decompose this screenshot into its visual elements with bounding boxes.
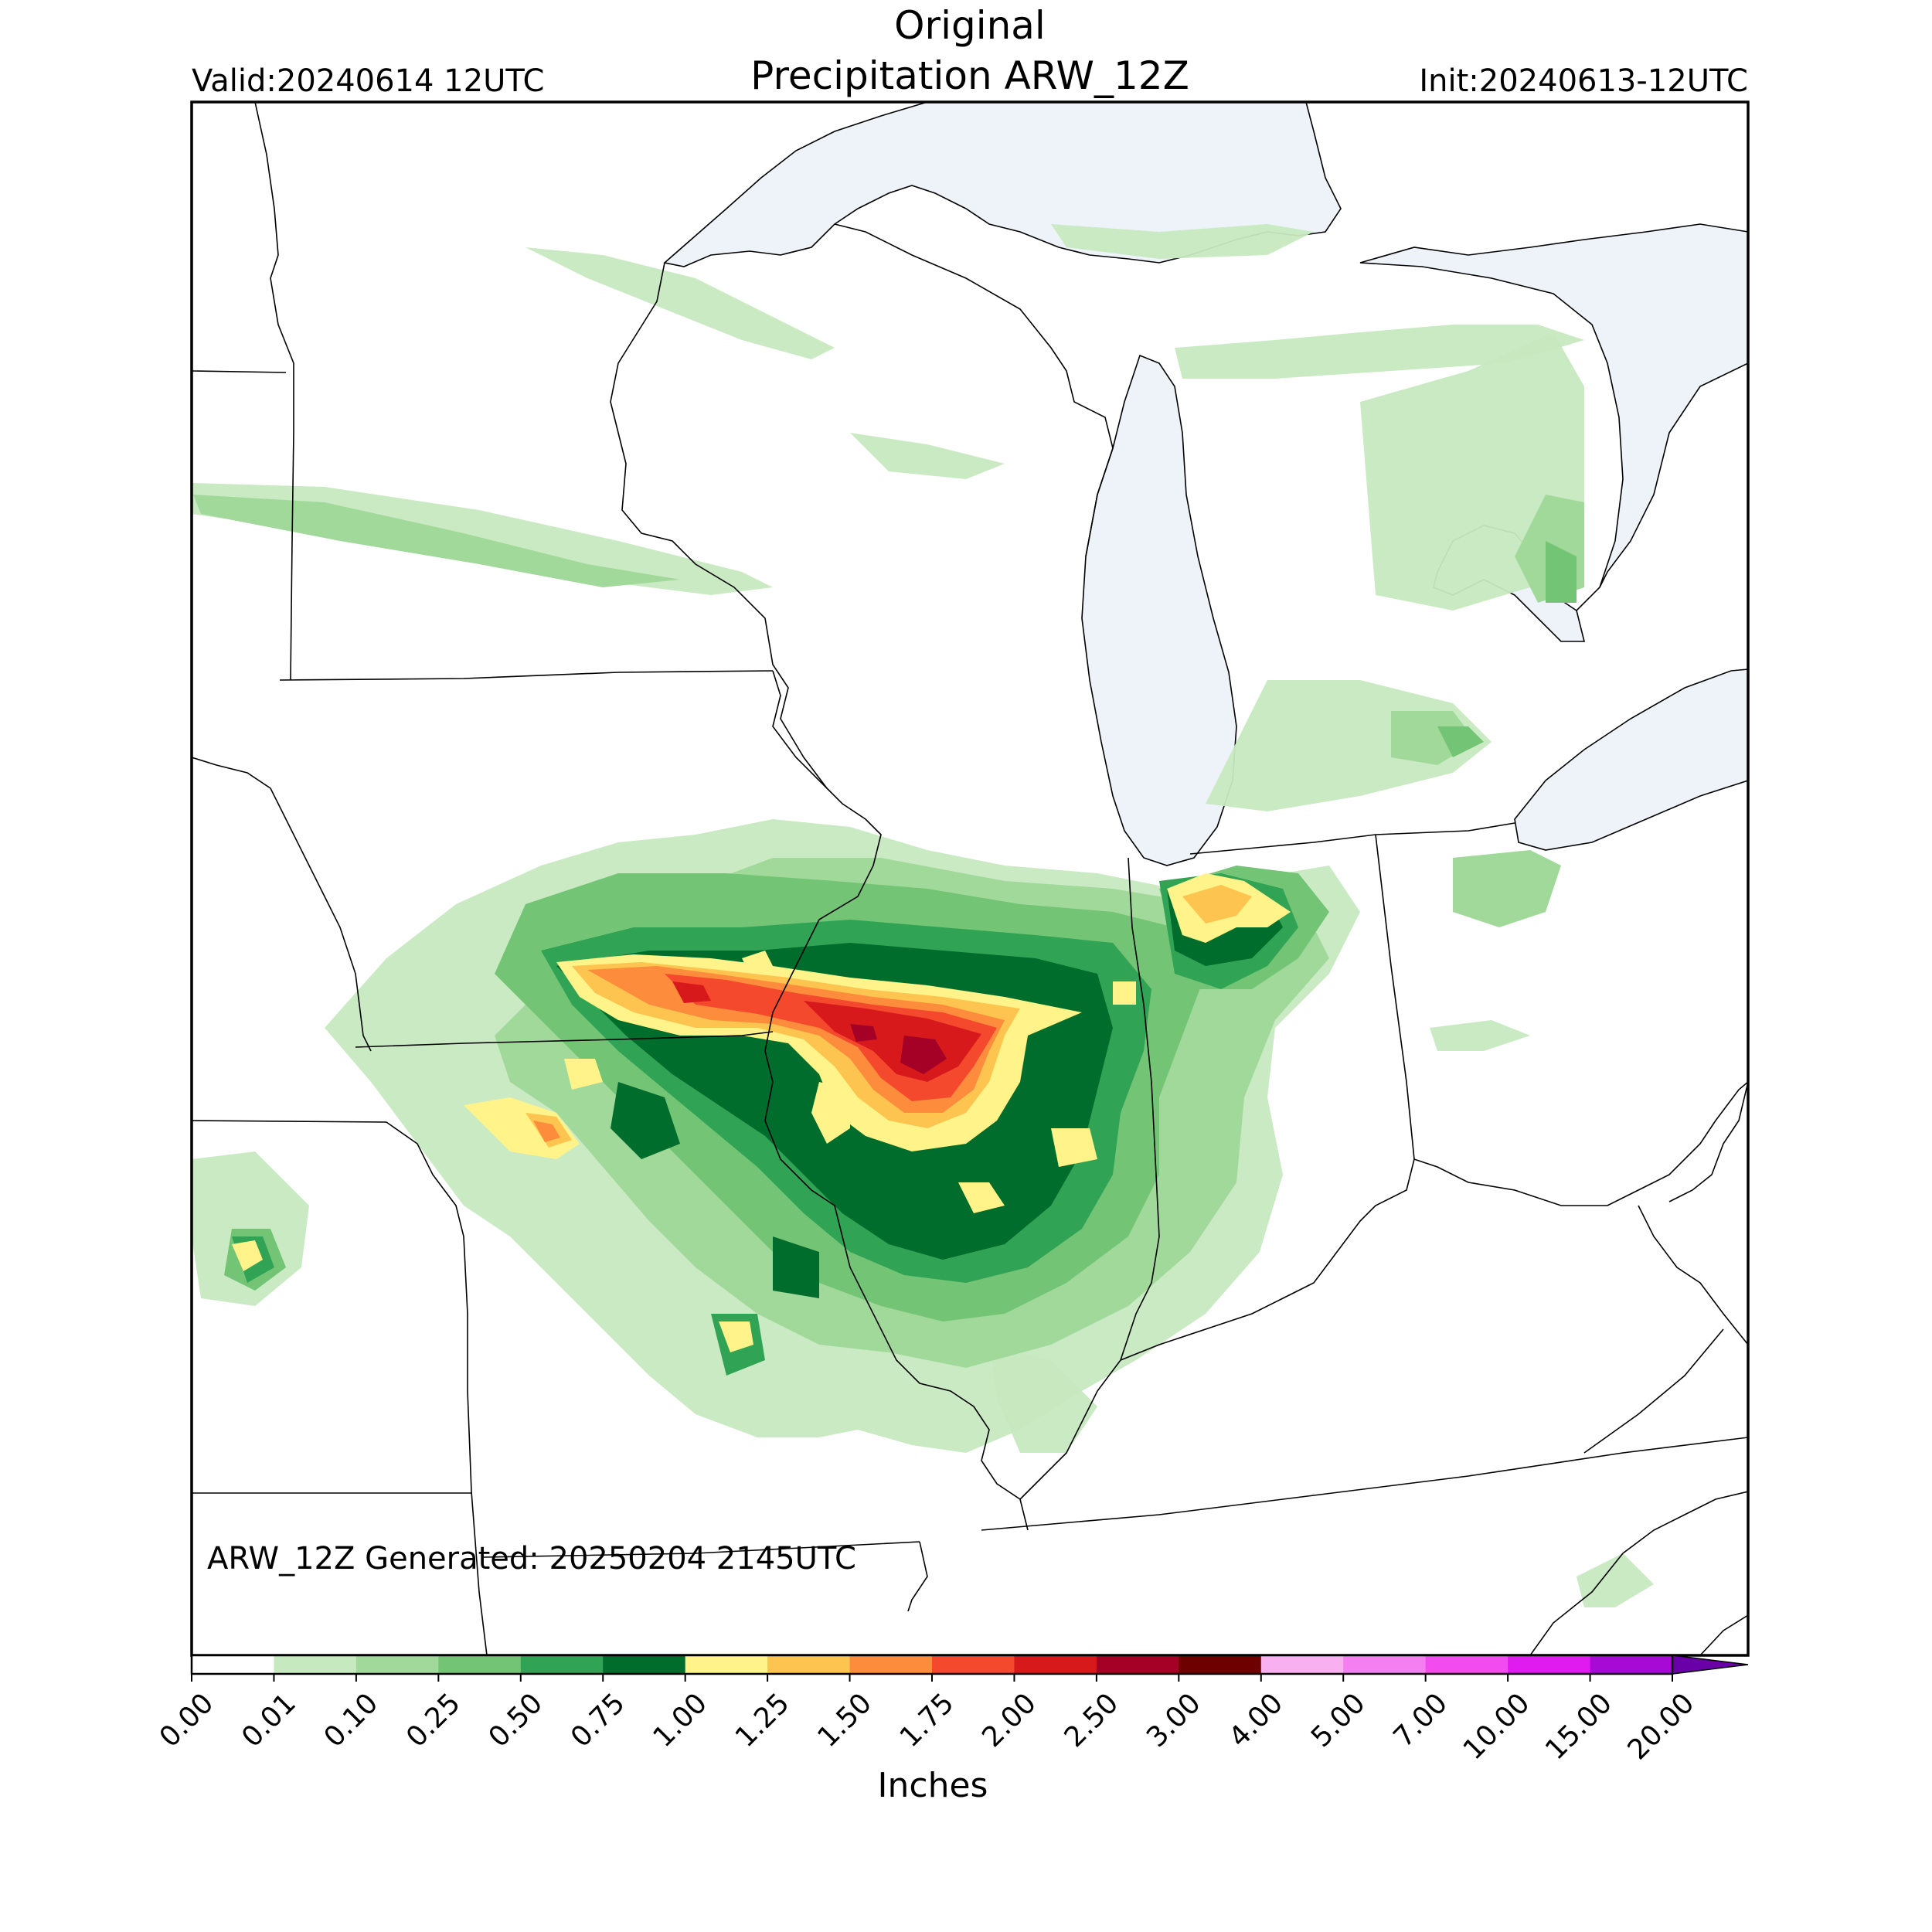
colorbar-segment (1508, 1655, 1591, 1674)
border-ne-ks (192, 1120, 387, 1123)
colorbar-tick-label: 2.50 (1059, 1687, 1125, 1753)
border-ia-wi-il (764, 670, 1029, 1531)
colorbar-tick-label: 1.50 (811, 1687, 878, 1753)
map-panel (192, 102, 1748, 1655)
border-se-corner (1699, 1614, 1748, 1655)
border-ks-mo (386, 1121, 488, 1655)
border-ky-wv (1638, 1205, 1748, 1345)
colorbar-tick-label: 0.75 (565, 1687, 631, 1753)
figure-title-line1: Original (894, 3, 1046, 48)
colorbar-tick-label: 20.00 (1622, 1687, 1701, 1766)
colorbar-segment (1260, 1655, 1344, 1674)
colorbar-segment (1590, 1655, 1673, 1674)
border-tn-southeast (1529, 1491, 1748, 1655)
border-in-mi (1189, 834, 1376, 855)
colorbar-segment (274, 1655, 357, 1674)
border-ia-mo (355, 1031, 774, 1048)
colorbar-segment (1179, 1655, 1262, 1674)
colorbar-segment (1343, 1655, 1427, 1674)
colorbar-segment (767, 1655, 851, 1674)
colorbar-segment (603, 1655, 686, 1674)
colorbar-tick-label: 0.50 (483, 1687, 549, 1753)
colorbar-segment (520, 1655, 604, 1674)
border-mi-oh (1375, 822, 1515, 835)
colorbar-segment (192, 1655, 274, 1674)
precipitation-field (192, 224, 1654, 1607)
border-ne-sd (192, 757, 372, 1052)
valid-time-label: Valid:20240614 12UTC (192, 63, 544, 99)
precip-level-2.50 (850, 1024, 947, 1074)
colorbar-segments (192, 1655, 1673, 1674)
border-sd-west (254, 102, 294, 681)
great-lakes (663, 102, 1748, 866)
colorbar-segment (1425, 1655, 1509, 1674)
colorbar-segment (1096, 1655, 1179, 1674)
colorbar-segment (849, 1655, 933, 1674)
border-oh-east (1668, 1081, 1748, 1202)
colorbar-tick-label: 10.00 (1458, 1687, 1536, 1766)
colorbar-tick-label: 2.00 (976, 1687, 1043, 1753)
colorbar: 0.00 0.01 0.10 0.25 0.50 0.75 1.00 1.25 1.50 1.75… (154, 1654, 1749, 1805)
colorbar-tick-label: 1.00 (647, 1687, 713, 1753)
colorbar-tick-label: 0.00 (154, 1687, 220, 1753)
border-mo-bootheel (907, 1541, 928, 1612)
colorbar-tick-label: 1.75 (894, 1687, 961, 1753)
political-borders (192, 102, 1748, 1655)
border-mn-wi (610, 262, 828, 789)
colorbar-tick-label: 5.00 (1305, 1687, 1372, 1753)
border-ia-mn (279, 670, 774, 681)
colorbar-extend-arrow (1672, 1655, 1749, 1675)
colorbar-tick-label: 15.00 (1539, 1687, 1618, 1766)
lake-erie (1514, 668, 1748, 851)
border-ky-tn (981, 1437, 1748, 1531)
colorbar-tick-label: 0.10 (318, 1687, 385, 1753)
colorbar-label: Inches (878, 1766, 988, 1805)
colorbar-tick-label: 1.25 (730, 1687, 796, 1753)
figure-title-line2: Precipitation ARW_12Z (750, 53, 1189, 98)
border-in-oh (1375, 834, 1415, 1160)
lake-superior (663, 102, 1342, 267)
border-nd-sd (192, 370, 287, 373)
colorbar-segment (685, 1655, 768, 1674)
colorbar-ticks: 0.00 0.01 0.10 0.25 0.50 0.75 1.00 1.25 1.50 1.75… (154, 1674, 1701, 1766)
init-time-label: Init:20240613-12UTC (1419, 63, 1748, 99)
border-mo-ar (482, 1541, 920, 1558)
border-va-ky (1583, 1328, 1724, 1454)
colorbar-tick-label: 4.00 (1223, 1687, 1290, 1753)
border-il-ky-south (1019, 1359, 1121, 1500)
generated-note: ARW_12Z Generated: 20250204 2145UTC (207, 1541, 856, 1577)
border-wi-mi (834, 223, 1114, 557)
colorbar-segment (355, 1655, 439, 1674)
colorbar-tick-label: 0.25 (400, 1687, 467, 1753)
border-ohio-river (1120, 1081, 1748, 1361)
colorbar-segment (1014, 1655, 1097, 1674)
colorbar-segment (932, 1655, 1015, 1674)
colorbar-segment (438, 1655, 522, 1674)
border-il-in (1120, 857, 1160, 1361)
colorbar-tick-label: 0.01 (236, 1687, 302, 1753)
colorbar-tick-label: 7.00 (1387, 1687, 1454, 1753)
colorbar-tick-label: 3.00 (1141, 1687, 1207, 1753)
